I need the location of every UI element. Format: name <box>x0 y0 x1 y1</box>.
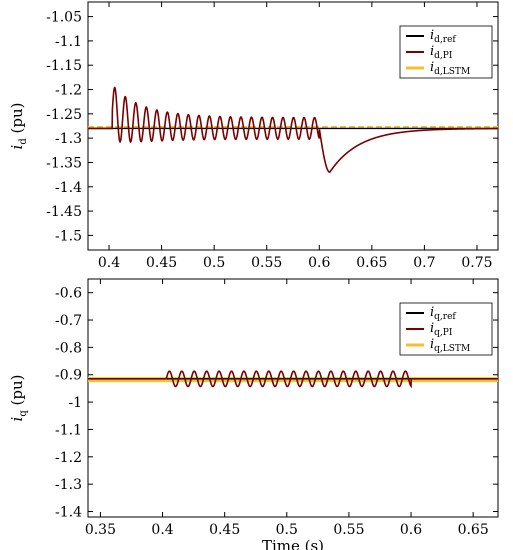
y-tick-label: -1.15 <box>46 58 82 74</box>
legend-label-ref: id,ref <box>430 28 456 45</box>
x-tick-label: 0.4 <box>151 522 173 538</box>
x-tick-label: 0.65 <box>458 522 489 538</box>
y-tick-label: -1.3 <box>55 477 82 493</box>
x-tick-label: 0.45 <box>146 255 177 271</box>
legend-label-pi: iq,PI <box>430 321 453 338</box>
x-tick-label: 0.6 <box>308 255 330 271</box>
x-tick-label: 0.45 <box>209 522 240 538</box>
series-line-pi <box>88 86 498 174</box>
y-tick-label: -1.1 <box>55 422 82 438</box>
y-tick-label: -1.1 <box>55 34 82 50</box>
y-tick-label: -1.4 <box>55 505 82 521</box>
legend-label-ref: iq,ref <box>430 305 456 322</box>
x-tick-label: 0.6 <box>400 522 422 538</box>
y-tick-label: -1.2 <box>55 83 82 99</box>
x-axis-label: Time (s) <box>262 537 324 550</box>
legend-label-lstm: iq,LSTM <box>430 337 470 354</box>
legend-label-lstm: id,LSTM <box>430 60 470 77</box>
y-tick-label: -1.5 <box>55 228 82 244</box>
x-tick-label: 0.5 <box>203 255 225 271</box>
y-tick-label: -0.7 <box>55 313 82 329</box>
series-line-pi <box>88 370 498 389</box>
y-tick-label: -1.05 <box>46 10 82 26</box>
chart-iq: 0.35 0.4 0.45 0.5 0.55 0.6 0.65 -0.6 -0.7 -0.8 -0.… <box>8 278 499 550</box>
y-tick-label: -1.25 <box>46 107 82 123</box>
y-tick-label: -1.45 <box>46 204 82 220</box>
x-tick-label: 0.55 <box>251 255 282 271</box>
y-tick-label: -1.4 <box>55 180 82 196</box>
y-tick-label: -1.3 <box>55 131 82 147</box>
y-tick-label: -1.2 <box>55 450 82 466</box>
y-tick-label: -0.8 <box>55 340 82 356</box>
x-tick-label: 0.65 <box>356 255 387 271</box>
x-tick-label: 0.35 <box>85 522 116 538</box>
y-tick-label: -0.6 <box>55 286 82 302</box>
y-axis-label: iq (pu) <box>8 375 29 422</box>
x-tick-label: 0.75 <box>461 255 492 271</box>
y-axis-label: id (pu) <box>8 103 29 150</box>
x-tick-label: 0.4 <box>98 255 120 271</box>
chart-id: 0.4 0.45 0.5 0.55 0.6 0.65 0.7 0.75 -1.05 -1.1 -1.… <box>8 1 499 271</box>
x-tick-label: 0.7 <box>413 255 435 271</box>
x-tick-label: 0.55 <box>333 522 364 538</box>
legend-label-pi: id,PI <box>430 44 453 61</box>
y-tick-label: -0.9 <box>55 368 82 384</box>
x-tick-label: 0.5 <box>276 522 298 538</box>
y-tick-label: -1.35 <box>46 155 82 171</box>
y-tick-label: -1 <box>68 395 82 411</box>
